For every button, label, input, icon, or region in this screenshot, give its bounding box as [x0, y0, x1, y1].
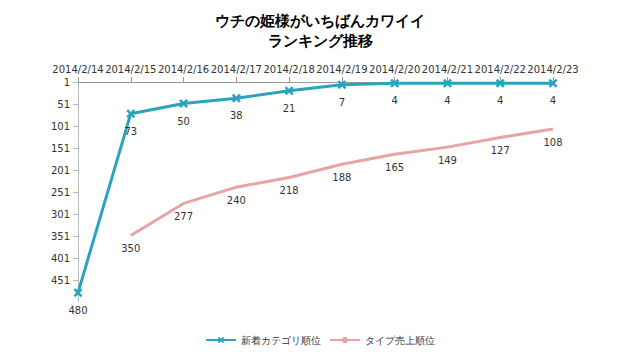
svg-text:ランキング推移: ランキング推移 — [268, 32, 373, 50]
svg-text:50: 50 — [177, 116, 190, 127]
svg-text:350: 350 — [121, 243, 140, 254]
svg-text:277: 277 — [174, 211, 193, 222]
svg-text:251: 251 — [51, 187, 70, 198]
svg-text:4: 4 — [391, 95, 397, 106]
svg-text:4: 4 — [444, 95, 450, 106]
svg-text:301: 301 — [51, 209, 70, 220]
svg-text:4: 4 — [550, 95, 556, 106]
svg-text:451: 451 — [51, 275, 70, 286]
svg-text:480: 480 — [68, 305, 87, 316]
svg-text:2014/2/17: 2014/2/17 — [211, 64, 262, 75]
svg-text:165: 165 — [385, 162, 404, 173]
svg-text:4: 4 — [497, 95, 503, 106]
svg-text:2014/2/18: 2014/2/18 — [263, 64, 314, 75]
svg-text:51: 51 — [57, 99, 70, 110]
svg-text:101: 101 — [51, 121, 70, 132]
svg-text:2014/2/20: 2014/2/20 — [369, 64, 420, 75]
svg-text:201: 201 — [51, 165, 70, 176]
svg-text:38: 38 — [230, 110, 243, 121]
svg-text:351: 351 — [51, 231, 70, 242]
svg-text:2014/2/23: 2014/2/23 — [527, 64, 578, 75]
svg-text:ウチの姫様がいちばんカワイイ: ウチの姫様がいちばんカワイイ — [215, 12, 425, 30]
svg-text:108: 108 — [543, 137, 562, 148]
svg-text:151: 151 — [51, 143, 70, 154]
svg-text:188: 188 — [332, 172, 351, 183]
svg-text:401: 401 — [51, 253, 70, 264]
svg-text:218: 218 — [280, 185, 299, 196]
svg-text:7: 7 — [339, 97, 345, 108]
svg-text:2014/2/21: 2014/2/21 — [422, 64, 473, 75]
svg-text:127: 127 — [491, 145, 510, 156]
svg-text:新着カテゴリ順位: 新着カテゴリ順位 — [241, 335, 321, 346]
svg-text:2014/2/22: 2014/2/22 — [475, 64, 526, 75]
svg-text:2014/2/16: 2014/2/16 — [158, 64, 209, 75]
svg-text:1: 1 — [64, 77, 70, 88]
svg-text:2014/2/19: 2014/2/19 — [316, 64, 367, 75]
svg-text:21: 21 — [283, 103, 296, 114]
svg-text:73: 73 — [124, 126, 137, 137]
svg-text:2014/2/15: 2014/2/15 — [105, 64, 156, 75]
svg-text:149: 149 — [438, 155, 457, 166]
svg-text:タイプ売上順位: タイプ売上順位 — [365, 335, 435, 346]
svg-text:2014/2/14: 2014/2/14 — [52, 64, 103, 75]
svg-text:240: 240 — [227, 195, 246, 206]
